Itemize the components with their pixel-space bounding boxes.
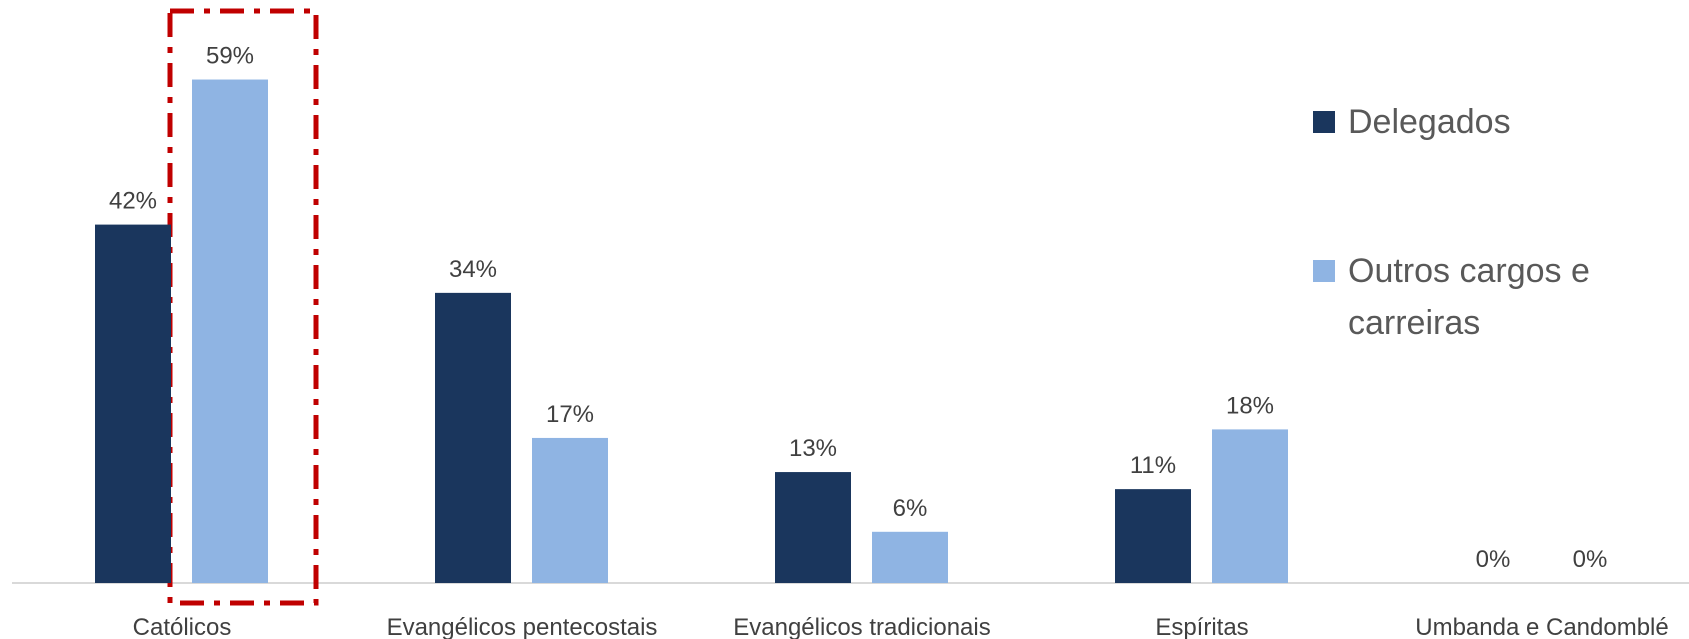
legend-swatch <box>1313 111 1335 133</box>
x-tick-label: Evangélicos tradicionais <box>733 614 990 639</box>
unit: % <box>476 256 497 283</box>
bar <box>1212 429 1288 583</box>
x-tick-label: Umbanda e Candomblé <box>1415 614 1669 639</box>
data-label: 42% <box>109 188 157 215</box>
unit: % <box>906 495 927 522</box>
legend-item: Outros cargos e carreiras <box>1313 245 1648 349</box>
bar <box>435 292 511 583</box>
x-tick-label: Espíritas <box>1155 614 1248 639</box>
legend-swatch <box>1313 260 1335 282</box>
highlight-box <box>167 8 319 606</box>
data-label: 11% <box>1130 452 1176 479</box>
bar <box>95 224 171 583</box>
data-label: 59% <box>206 43 254 70</box>
unit: % <box>1155 452 1176 479</box>
bar <box>1115 489 1191 583</box>
bar <box>872 531 948 583</box>
unit: % <box>816 435 837 462</box>
bar <box>192 79 268 584</box>
x-tick-label: Evangélicos pentecostais <box>387 614 658 639</box>
data-label: 18% <box>1226 392 1274 419</box>
legend-label: Delegados <box>1348 103 1511 141</box>
data-label: 0% <box>1476 546 1511 573</box>
legend-label: Outros cargos e carreiras <box>1348 252 1590 342</box>
data-label: 13% <box>789 435 837 462</box>
data-label: 34% <box>449 256 497 283</box>
unit: % <box>233 43 254 70</box>
bar <box>532 437 608 583</box>
unit: % <box>1489 546 1510 573</box>
data-label: 17% <box>546 401 594 428</box>
data-label: 0% <box>1573 546 1608 573</box>
bar <box>775 472 851 583</box>
unit: % <box>1253 392 1274 419</box>
unit: % <box>573 401 594 428</box>
data-label: 6% <box>893 495 928 522</box>
legend-item: Delegados <box>1313 96 1648 148</box>
x-tick-label: Católicos <box>133 614 232 639</box>
unit: % <box>1586 546 1607 573</box>
unit: % <box>136 188 157 215</box>
